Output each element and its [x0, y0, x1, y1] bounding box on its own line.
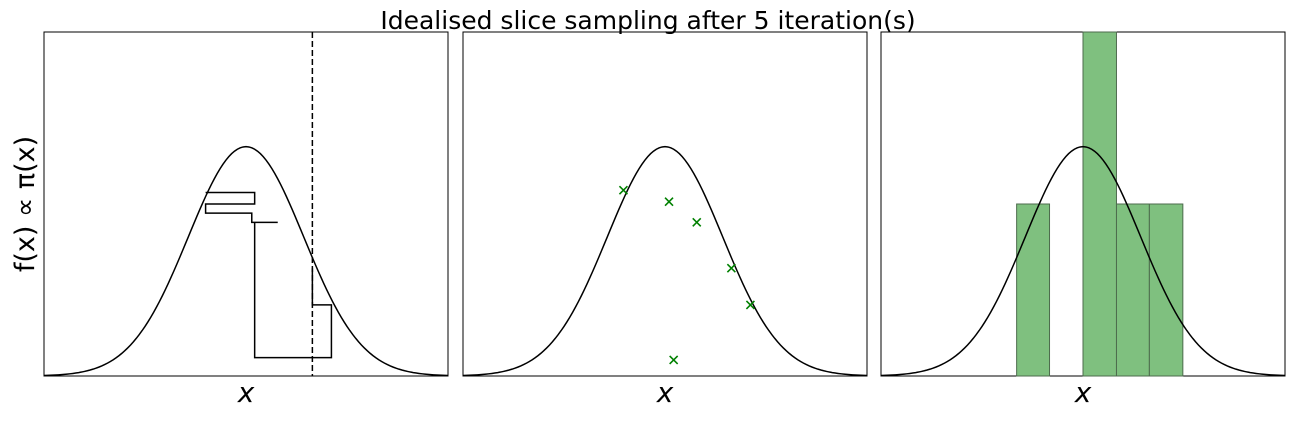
sample-point — [664, 197, 674, 207]
sample-point-stroke — [692, 217, 702, 227]
y-axis-label: f(x) ∝ π(x) — [10, 136, 41, 272]
x-axis-label: x — [1074, 376, 1092, 409]
sampler-trace-line — [204, 191, 333, 359]
x-axis-label: x — [656, 376, 674, 409]
sample-point — [692, 217, 702, 227]
sample-point — [745, 300, 755, 310]
histogram-bar — [1082, 31, 1117, 377]
sample-point — [669, 355, 679, 365]
density-curve — [880, 145, 1286, 377]
figure-title: Idealised slice sampling after 5 iterati… — [380, 6, 915, 35]
x-axis-label: x — [237, 376, 255, 409]
panel-slice-trace: x — [43, 31, 449, 409]
histogram-bar — [1016, 203, 1051, 377]
density-curve — [462, 145, 868, 377]
sample-point — [618, 185, 629, 195]
panel-frame — [43, 31, 449, 377]
density-curve — [43, 145, 449, 377]
sample-point-stroke — [669, 355, 679, 365]
histogram-bar — [1115, 203, 1150, 377]
panel-samples: x — [462, 31, 868, 409]
sample-point-stroke — [726, 263, 736, 273]
sample-point-stroke — [745, 300, 755, 310]
sample-point-stroke — [618, 185, 629, 195]
panel-histogram: x — [880, 31, 1286, 409]
panel-frame — [462, 31, 868, 377]
histogram-bar — [1148, 203, 1184, 377]
sample-point — [726, 263, 736, 273]
sample-point-stroke — [664, 197, 674, 207]
